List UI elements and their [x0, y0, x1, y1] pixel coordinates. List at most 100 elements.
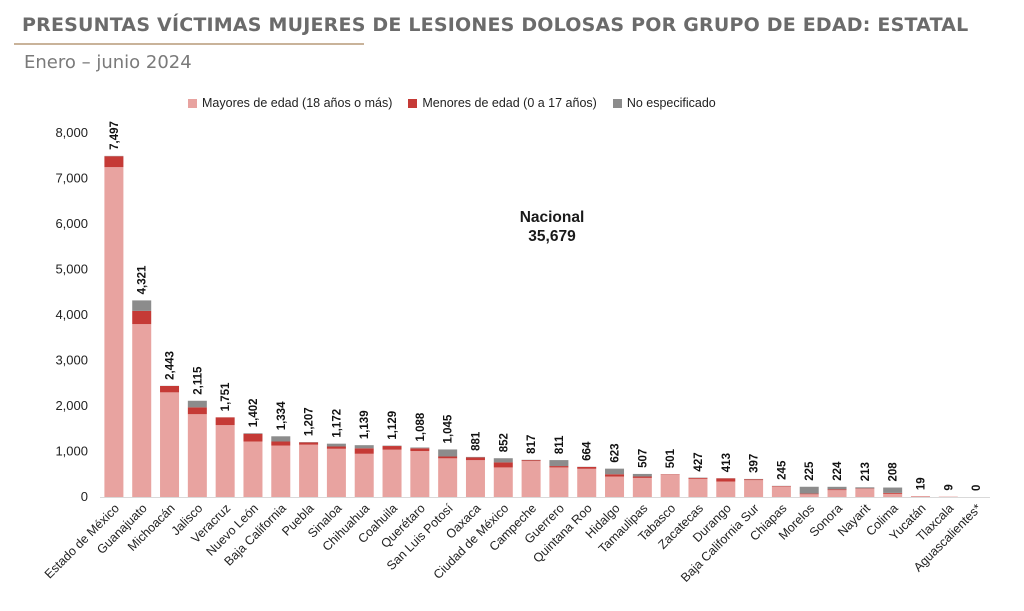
chart-subtitle: Enero – junio 2024 — [24, 52, 192, 73]
title-divider — [14, 43, 364, 45]
bar-segment — [605, 468, 625, 475]
bar-segment — [382, 449, 402, 497]
bar-segment — [132, 324, 152, 497]
legend-label-menores: Menores de edad (0 a 17 años) — [422, 96, 597, 110]
bar-total-label: 0 — [971, 485, 983, 491]
bar-segment — [465, 460, 485, 497]
bar-segment — [438, 458, 458, 497]
y-tick-label: 3,000 — [55, 353, 88, 368]
bar-total-label: 245 — [776, 460, 788, 480]
bar-segment — [187, 400, 207, 408]
bar-total-label: 7,497 — [109, 121, 121, 150]
bar-segment — [771, 486, 791, 497]
bar-segment — [215, 417, 235, 426]
bar-segment — [632, 477, 652, 497]
bar-segment — [299, 442, 319, 445]
bar-segment — [883, 487, 903, 493]
bar-total-label: 225 — [804, 461, 816, 481]
chart-title: PRESUNTAS VÍCTIMAS MUJERES DE LESIONES D… — [22, 14, 969, 36]
bar-segment — [605, 474, 625, 477]
bar-total-label: 1,207 — [304, 407, 316, 436]
bar-total-label: 397 — [749, 454, 761, 473]
bar-segment — [271, 441, 291, 446]
bar-segment — [438, 449, 458, 457]
bar-segment — [271, 436, 291, 442]
bar-segment — [271, 445, 291, 497]
bar-segment — [521, 461, 541, 497]
y-tick-label: 1,000 — [55, 444, 88, 459]
bar-total-label: 623 — [610, 443, 622, 462]
bar-segment — [549, 467, 569, 497]
bar-segment — [660, 474, 680, 497]
bar-segment — [799, 494, 819, 497]
bar-segment — [132, 310, 152, 325]
y-tick-label: 6,000 — [55, 216, 88, 231]
bar-segment — [326, 446, 346, 449]
bar-segment — [299, 444, 319, 497]
bar-total-label: 19 — [915, 477, 927, 490]
bar-segment — [910, 496, 930, 497]
bar-segment — [354, 445, 374, 449]
bar-segment — [577, 466, 597, 469]
bar-segment — [549, 466, 569, 468]
y-tick-label: 0 — [81, 489, 88, 504]
legend-item-no-especificado: No especificado — [612, 96, 716, 110]
bar-segment — [326, 443, 346, 447]
bar-total-label: 811 — [554, 435, 566, 454]
national-total: Nacional 35,679 — [492, 208, 612, 246]
bar-segment — [855, 488, 875, 497]
bar-total-label: 1,088 — [415, 412, 427, 441]
bar-segment — [716, 478, 736, 482]
bar-segment — [827, 490, 847, 497]
bar-total-label: 1,402 — [248, 398, 260, 427]
legend-swatch-mayores — [188, 98, 197, 108]
bar-segment — [688, 478, 708, 497]
bar-segment — [187, 407, 207, 415]
legend-swatch-no-especificado — [612, 98, 622, 108]
bar-segment — [827, 486, 847, 490]
bar-segment — [243, 441, 263, 497]
bar-segment — [632, 473, 652, 477]
bar-total-label: 427 — [693, 452, 705, 471]
bar-total-label: 1,334 — [276, 401, 288, 430]
bar-segment — [160, 392, 180, 497]
bar-total-label: 1,751 — [220, 382, 232, 411]
y-tick-label: 5,000 — [55, 262, 88, 277]
bar-segment — [549, 460, 569, 467]
legend-label-no-especificado: No especificado — [626, 96, 716, 110]
bar-segment — [521, 460, 541, 462]
bar-segment — [799, 493, 819, 495]
bar-segment — [410, 447, 430, 449]
bar-segment — [632, 476, 652, 478]
legend-item-mayores: Mayores de edad (18 años o más) — [188, 96, 392, 110]
bar-segment — [577, 468, 597, 497]
bar-total-label: 2,443 — [165, 351, 177, 380]
bar-segment — [243, 433, 263, 442]
bar-segment — [104, 167, 124, 497]
bar-segment — [883, 492, 903, 494]
legend-swatch-menores — [408, 98, 418, 108]
bar-segment — [438, 456, 458, 459]
bar-total-label: 224 — [832, 461, 844, 481]
bar-total-label: 501 — [665, 448, 677, 468]
bar-segment — [493, 462, 513, 468]
bar-segment — [605, 476, 625, 497]
bar-total-label: 1,129 — [387, 411, 399, 440]
y-tick-label: 8,000 — [55, 125, 88, 140]
bar-segment — [688, 477, 708, 479]
bar-segment — [410, 451, 430, 497]
bar-total-label: 852 — [498, 433, 510, 452]
y-tick-label: 4,000 — [55, 307, 88, 322]
bar-total-label: 817 — [526, 435, 538, 454]
bar-segment — [827, 489, 847, 491]
bar-segment — [410, 448, 430, 452]
bar-segment — [243, 433, 263, 434]
bar-segment — [465, 456, 485, 458]
bar-total-label: 4,321 — [137, 265, 149, 294]
bar-total-label: 1,139 — [359, 410, 371, 439]
bar-segment — [326, 448, 346, 497]
legend-item-menores: Menores de edad (0 a 17 años) — [408, 96, 597, 110]
bar-segment — [855, 487, 875, 489]
bar-total-label: 208 — [888, 462, 900, 482]
